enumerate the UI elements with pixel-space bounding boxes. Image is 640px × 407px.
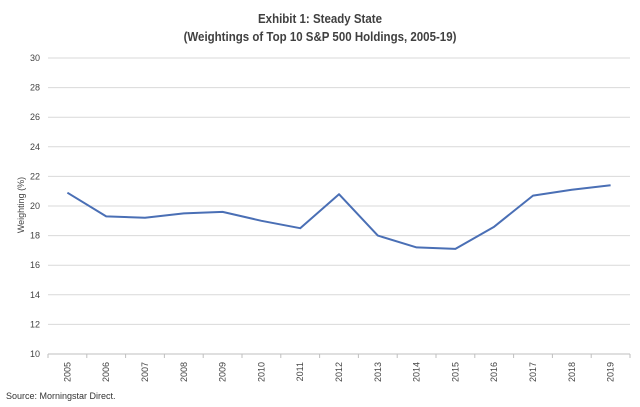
y-axis-ticks: 10 12 14 16 18 20 22 24 26 28 30 — [30, 53, 40, 359]
y-tick-label: 14 — [30, 290, 40, 300]
y-tick-label: 22 — [30, 171, 40, 181]
x-tick-label: 2015 — [450, 362, 460, 382]
series-points — [67, 185, 611, 249]
chart-title: Exhibit 1: Steady State — [258, 12, 382, 26]
y-tick-label: 28 — [30, 83, 40, 93]
x-axis-ticks: 2005 2006 2007 2008 2009 2010 2011 2012 2013 2014… — [47, 354, 631, 382]
x-tick-label: 2018 — [567, 362, 577, 382]
x-tick-label: 2009 — [218, 362, 228, 382]
y-axis-label: Weighting (%) — [16, 177, 26, 233]
x-tick-label: 2011 — [295, 362, 305, 381]
y-tick-label: 26 — [30, 112, 40, 122]
source-note: Source: Morningstar Direct. — [6, 391, 116, 401]
y-tick-label: 30 — [30, 53, 40, 63]
x-tick-label: 2005 — [62, 362, 72, 382]
y-tick-label: 12 — [30, 319, 40, 329]
series-line — [66, 184, 611, 250]
x-tick-label: 2017 — [528, 362, 538, 382]
x-tick-label: 2016 — [489, 362, 499, 382]
x-tick-label: 2006 — [101, 362, 111, 382]
y-tick-label: 16 — [30, 260, 40, 270]
x-tick-label: 2013 — [373, 362, 383, 382]
y-tick-label: 20 — [30, 201, 40, 211]
x-tick-label: 2010 — [256, 362, 266, 382]
y-tick-label: 24 — [30, 142, 40, 152]
chart-subtitle: (Weightings of Top 10 S&P 500 Holdings, … — [183, 30, 457, 44]
y-tick-label: 10 — [30, 349, 40, 359]
x-tick-label: 2007 — [140, 362, 150, 382]
x-tick-label: 2014 — [412, 362, 422, 382]
x-tick-label: 2012 — [334, 362, 344, 382]
x-tick-label: 2019 — [606, 362, 616, 382]
x-tick-label: 2008 — [179, 362, 189, 382]
gridlines — [48, 57, 630, 325]
y-tick-label: 18 — [30, 231, 40, 241]
